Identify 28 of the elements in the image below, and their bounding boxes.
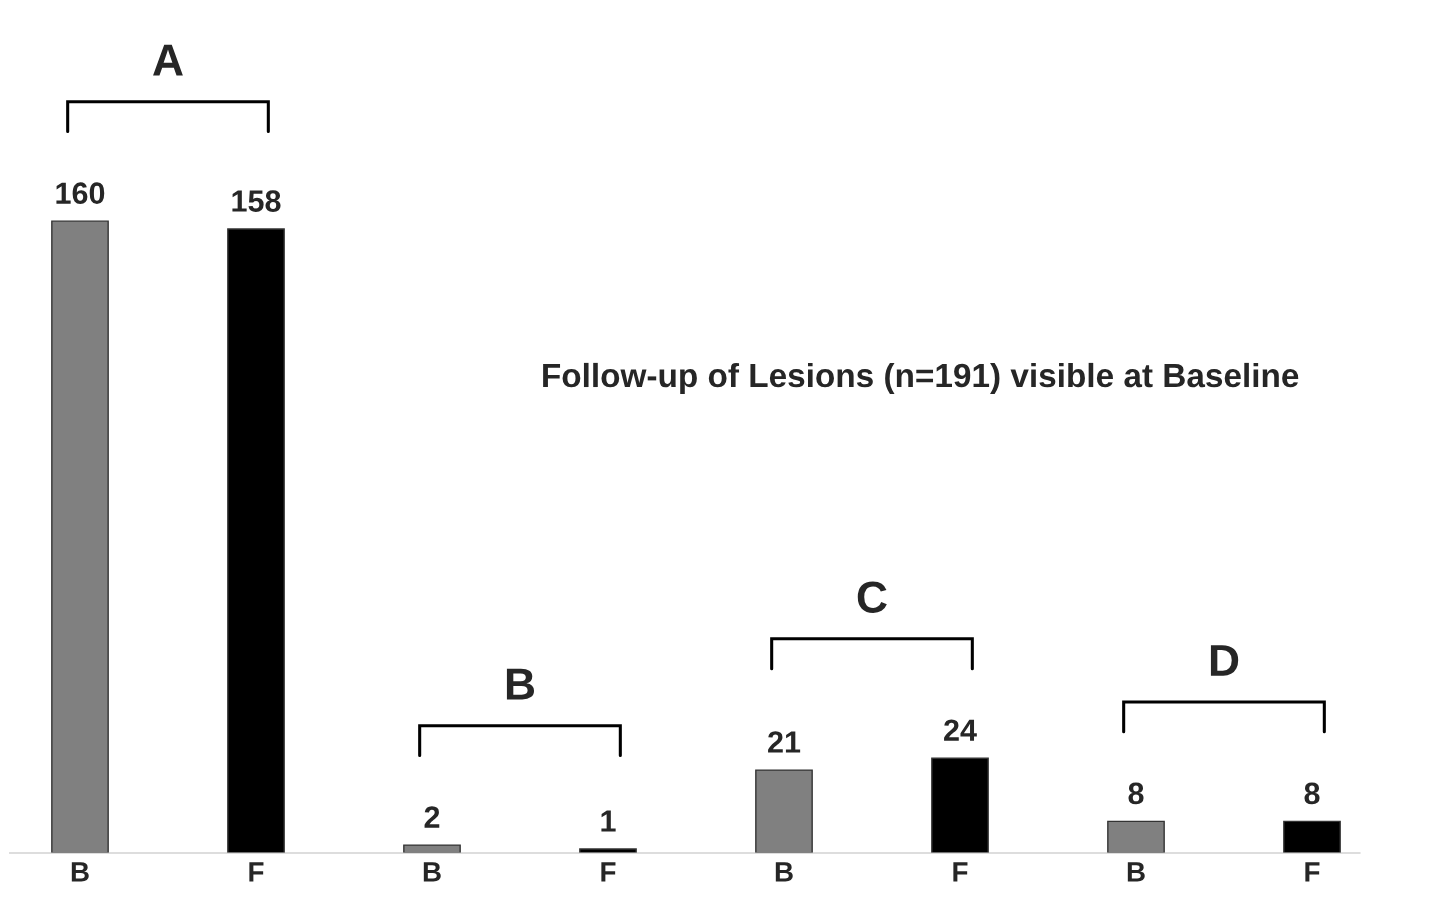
text: Follow-up of Lesions (n=191) visible at Baseline (543, 362, 1299, 394)
bar (1107, 820, 1165, 853)
data-label: 1 (601, 810, 616, 832)
x-tick-label: F (1305, 862, 1320, 882)
data-label: 8 (1304, 782, 1320, 805)
data-label: 8 (1128, 782, 1144, 805)
bar (403, 844, 461, 853)
data-label: 24 (944, 719, 977, 741)
data-label: 160 (56, 182, 105, 204)
x-tick-label: B (775, 862, 793, 882)
data-label: 158 (232, 190, 281, 212)
bar (227, 228, 285, 853)
bar (51, 220, 109, 853)
x-tick-label: B (423, 862, 441, 882)
text: A (153, 44, 183, 76)
x-tick-label: F (601, 862, 616, 882)
annotation: D (1210, 645, 1239, 676)
x-tick-label: B (1127, 862, 1145, 882)
x-tick-label: F (249, 862, 264, 882)
data-label: 21 (768, 731, 801, 753)
bar (755, 769, 813, 853)
x-tick-label: B (71, 862, 89, 882)
x-tick-label: F (953, 862, 968, 882)
bar (931, 757, 989, 853)
data-label: 2 (424, 806, 440, 828)
annotation: B (506, 668, 535, 700)
annotation: C (857, 581, 887, 613)
bar (1283, 820, 1341, 853)
